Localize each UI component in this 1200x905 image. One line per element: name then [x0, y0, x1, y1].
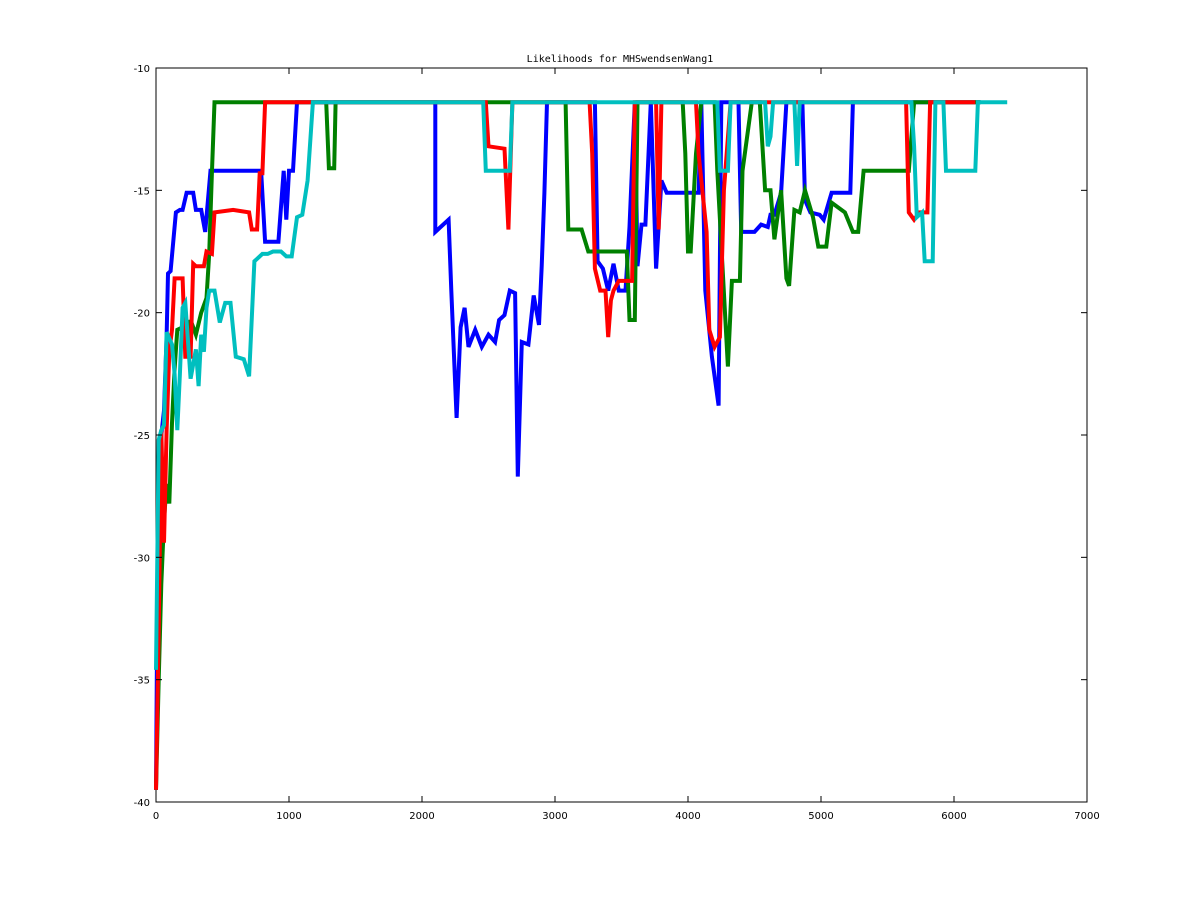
x-tick-label: 3000 — [542, 811, 567, 822]
plot-frame — [155, 67, 1088, 803]
series-line-1 — [154, 100, 981, 790]
y-tick-label: -35 — [134, 676, 150, 687]
x-tick-label: 5000 — [808, 811, 833, 822]
x-tick-label: 1000 — [276, 811, 301, 822]
chart-title: Likelihoods for MHSwendsenWang1 — [527, 54, 714, 65]
y-tick-label: -40 — [134, 798, 150, 809]
x-tick-label: 7000 — [1074, 811, 1099, 822]
y-tick-label: -25 — [134, 431, 150, 442]
x-tick-label: 2000 — [409, 811, 434, 822]
y-tick-label: -30 — [134, 553, 150, 564]
x-tick-label: 6000 — [941, 811, 966, 822]
x-tick-label: 0 — [153, 811, 159, 822]
y-tick-label: -15 — [134, 186, 150, 197]
series-line-2 — [154, 100, 981, 790]
y-axis: -40 -35 -30 -25 -20 -15 -10 — [134, 64, 1087, 809]
plot-area: 0 1000 2000 3000 4000 5000 6000 7000 -40-35-30-… — [134, 64, 1100, 822]
y-tick-label: -20 — [134, 309, 150, 320]
series-layer — [154, 100, 1008, 790]
y-tick-label: -10 — [134, 64, 150, 75]
x-tick-label: 4000 — [675, 811, 700, 822]
series-line-4 — [154, 100, 1008, 670]
x-axis: 0 1000 2000 3000 4000 5000 6000 7000 — [153, 68, 1100, 822]
